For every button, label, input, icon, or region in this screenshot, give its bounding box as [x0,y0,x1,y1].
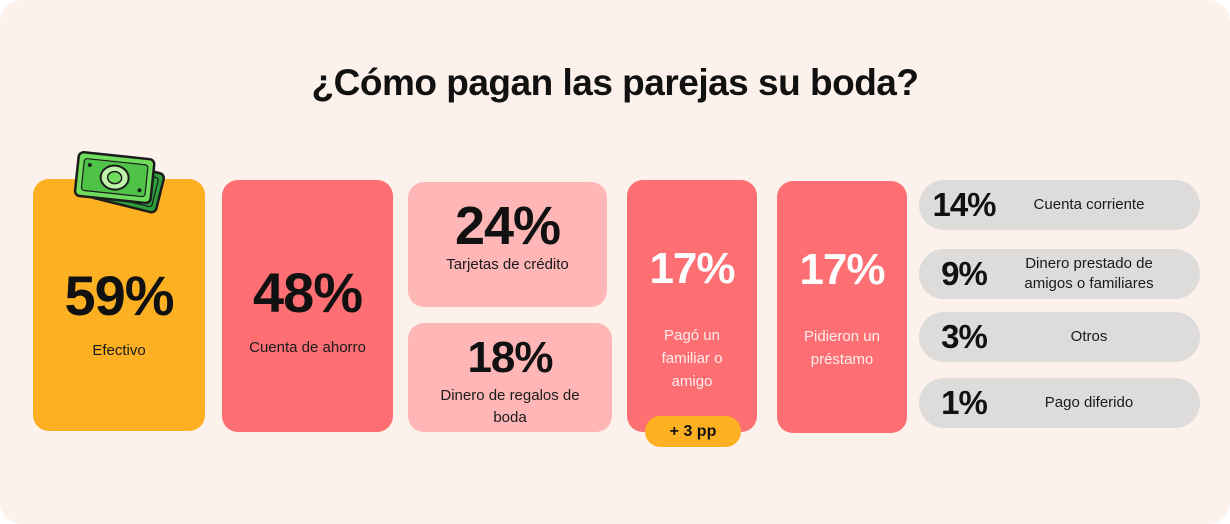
card-pago-familiar: 17% Pagó un familiar o amigo [627,180,757,432]
value-dinero-prestado: 9% [941,255,988,292]
value-efectivo: 59% [64,264,174,327]
change-badge: + 3 pp [645,416,741,447]
value-dinero-de-regalos: 18% [467,333,553,382]
label-otros: Otros [1070,328,1108,345]
card-cuenta-de-ahorro: 48% Cuenta de ahorro [222,180,393,432]
value-cuenta-de-ahorro: 48% [252,261,363,324]
value-cuenta-corriente: 14% [932,186,996,223]
label-dinero-prestado: Dinero prestado de amigos o familiares [1024,255,1154,292]
row-pago-diferido: 1% Pago diferido [919,378,1200,428]
card-efectivo: 59% Efectivo [33,179,205,431]
value-pago-familiar: 17% [649,244,735,293]
card-dinero-de-regalos: 18% Dinero de regalos de boda [408,323,612,432]
value-pago-diferido: 1% [941,384,988,421]
value-prestamo: 17% [799,245,885,294]
label-pago-familiar: Pagó un familiar o amigo [661,327,723,390]
value-tarjetas-de-credito: 24% [454,196,561,256]
row-dinero-prestado: 9% Dinero prestado de amigos o familiare… [919,249,1200,299]
card-prestamo: 17% Pidieron un préstamo [777,181,907,433]
card-tarjetas-de-credito: 24% Tarjetas de crédito [408,182,607,307]
label-pago-diferido: Pago diferido [1044,394,1134,411]
row-otros: 3% Otros [919,312,1200,362]
label-dinero-de-regalos: Dinero de regalos de boda [440,387,580,426]
chart-title: ¿Cómo pagan las parejas su boda? [311,62,919,103]
label-cuenta-corriente: Cuenta corriente [1033,196,1145,213]
value-otros: 3% [941,318,988,355]
label-efectivo: Efectivo [92,342,146,359]
label-tarjetas-de-credito: Tarjetas de crédito [446,256,569,273]
money-bills-icon [73,151,166,214]
label-cuenta-de-ahorro: Cuenta de ahorro [249,339,366,356]
label-prestamo: Pidieron un préstamo [804,328,880,368]
row-cuenta-corriente: 14% Cuenta corriente [919,180,1200,230]
